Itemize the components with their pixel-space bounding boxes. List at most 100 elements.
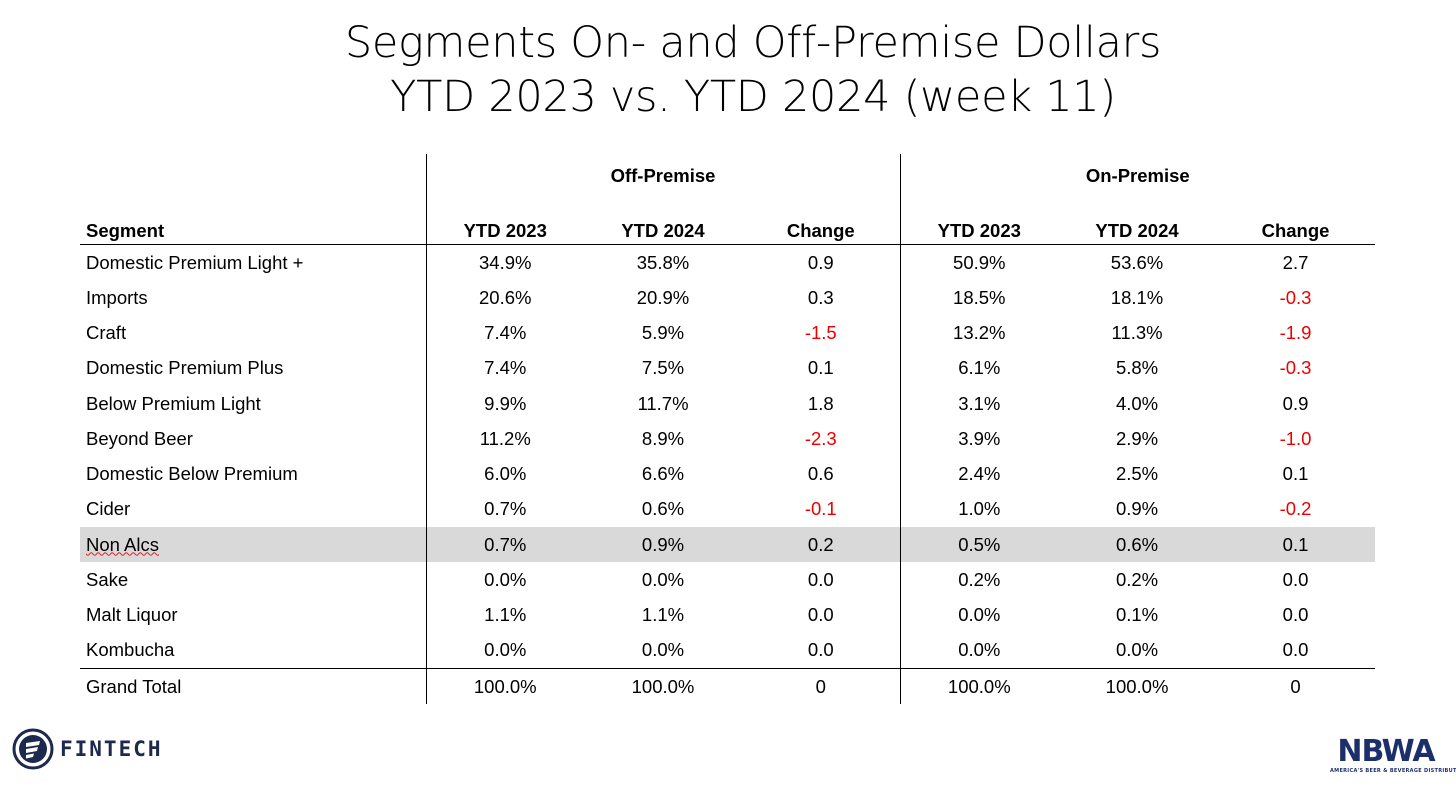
- table-row: Imports 20.6% 20.9% 0.3 18.5% 18.1% -0.3: [80, 280, 1375, 316]
- empty-header-cell: [80, 154, 427, 198]
- on-change-cell: 0.1: [1216, 527, 1376, 563]
- segment-label: Malt Liquor: [86, 604, 178, 626]
- on-ytd2023-cell: 50.9%: [953, 251, 1006, 273]
- on-change-cell: 0.0: [1282, 568, 1309, 590]
- segment-cell: Beyond Beer: [80, 421, 427, 457]
- on-ytd2023-cell: 0.0%: [958, 604, 1001, 626]
- on-change-col-header: Change: [1216, 198, 1376, 245]
- segment-col-header: Segment: [80, 198, 427, 245]
- on-ytd2023-col-header: YTD 2023: [900, 198, 1059, 245]
- on-ytd2023-cell: 6.1%: [958, 357, 1001, 379]
- on-change-cell: 0.1: [1282, 463, 1309, 485]
- on-ytd2023-cell: 18.5%: [953, 286, 1006, 308]
- nbwa-logo: NBWA AMERICA'S BEER & BEVERAGE DISTRIBUT…: [1330, 734, 1456, 775]
- table-row: Craft 7.4% 5.9% -1.5 13.2% 11.3% -1.9: [80, 315, 1375, 351]
- on-ytd2023-cell: 3.1%: [958, 392, 1001, 414]
- off-ytd2024-cell: 20.9%: [636, 286, 690, 308]
- segment-label: Imports: [86, 286, 148, 308]
- off-ytd2023-cell: 34.9%: [479, 251, 532, 273]
- fintech-logo-text: FINTECH: [60, 737, 163, 761]
- off-ytd2024-cell: 35.8%: [636, 251, 690, 273]
- off-ytd2023-cell: 6.0%: [484, 463, 527, 485]
- on-ytd2024-cell: 0.1%: [1115, 604, 1159, 626]
- on-ytd2024-cell: 0.6%: [1058, 527, 1217, 563]
- off-ytd2024-cell: 5.9%: [641, 322, 685, 344]
- on-change-cell: -1.9: [1279, 322, 1312, 344]
- nbwa-logo-word: NBWA: [1337, 734, 1435, 769]
- off-ytd2023-cell: 11.2%: [479, 427, 531, 449]
- on-ytd2024-cell: 18.1%: [1110, 286, 1164, 308]
- off-ytd2024-cell: 11.7%: [637, 392, 689, 414]
- on-change-cell: 2.7: [1282, 251, 1309, 273]
- segment-label: Non Alcs: [86, 533, 160, 555]
- segment-label: Grand Total: [86, 675, 182, 697]
- table-row: Kombucha 0.0% 0.0% 0.0 0.0% 0.0% 0.0: [80, 632, 1375, 669]
- fintech-logo-icon: [12, 728, 54, 770]
- table-row: Below Premium Light 9.9% 11.7% 1.8 3.1% 4.0% 0…: [80, 386, 1375, 422]
- on-ytd2024-cell: 2.5%: [1115, 463, 1159, 485]
- on-ytd2024-cell: 53.6%: [1110, 251, 1164, 273]
- table-row: Domestic Below Premium 6.0% 6.6% 0.6 2.4% 2.5…: [80, 456, 1375, 492]
- off-ytd2024-cell: 100.0%: [584, 668, 742, 705]
- off-change-cell: 0.0: [742, 597, 901, 633]
- segment-label: Domestic Premium Light +: [86, 251, 304, 273]
- off-ytd2023-cell: 1.1%: [484, 604, 527, 626]
- on-ytd2023-cell: 100.0%: [900, 668, 1059, 705]
- off-change-cell: 0.3: [742, 280, 901, 316]
- off-change-cell: -2.3: [742, 421, 901, 457]
- off-ytd2023-cell: 0.7%: [484, 498, 527, 520]
- on-ytd2024-cell: 100.0%: [1058, 668, 1217, 705]
- segment-label: Domestic Below Premium: [86, 463, 298, 485]
- segment-cell: Domestic Premium Plus: [80, 350, 427, 386]
- off-change-cell: 1.8: [742, 386, 901, 422]
- segment-label: Beyond Beer: [86, 427, 193, 449]
- on-ytd2024-cell: 0.9%: [1115, 498, 1159, 520]
- title-line-1: Segments On- and Off-Premise Dollars: [344, 18, 1162, 68]
- off-ytd2024-cell: 7.5%: [641, 357, 685, 379]
- off-ytd2023-cell: 100.0%: [426, 668, 584, 705]
- table-row: Cider 0.7% 0.6% -0.1 1.0% 0.9% -0.2: [80, 491, 1375, 527]
- off-ytd2024-col-header: YTD 2024: [584, 198, 742, 245]
- segment-cell: Domestic Below Premium: [80, 456, 427, 492]
- on-ytd2023-cell: 0.0%: [958, 639, 1001, 661]
- on-change-cell: 0.9: [1282, 392, 1309, 414]
- on-ytd2023-cell: 13.2%: [953, 322, 1006, 344]
- title-line-2: YTD 2023 vs. YTD 2024 (week 11): [390, 72, 1116, 122]
- segment-cell: Grand Total: [80, 668, 427, 705]
- on-change-cell: -0.3: [1279, 286, 1312, 308]
- off-ytd2023-cell: 7.4%: [484, 357, 527, 379]
- on-change-cell: 0.0: [1282, 639, 1309, 661]
- on-change-cell: -1.0: [1279, 427, 1312, 449]
- on-ytd2024-cell: 2.9%: [1115, 427, 1159, 449]
- grand-total-row: Grand Total 100.0% 100.0% 0 100.0% 100.0% 0: [80, 668, 1376, 705]
- segment-label: Sake: [86, 568, 129, 590]
- off-ytd2023-cell: 20.6%: [479, 286, 532, 308]
- on-ytd2024-col-header: YTD 2024: [1058, 198, 1217, 245]
- off-ytd2023-cell: 9.9%: [484, 392, 527, 414]
- segment-cell: Domestic Premium Light +: [80, 244, 427, 281]
- segment-cell: Sake: [80, 562, 427, 598]
- on-ytd2023-cell: 2.4%: [958, 463, 1001, 485]
- segment-cell: Malt Liquor: [80, 597, 427, 633]
- segments-table: Off-Premise On-Premise Segment YTD 2023 …: [80, 154, 1376, 705]
- off-ytd2024-cell: 0.0%: [641, 639, 685, 661]
- off-change-cell: 0.9: [742, 244, 901, 281]
- on-premise-header: On-Premise: [1085, 165, 1190, 186]
- off-change-cell: 0.1: [742, 350, 901, 386]
- off-change-cell: -0.1: [742, 491, 901, 527]
- off-ytd2024-cell: 6.6%: [641, 463, 685, 485]
- segment-label: Kombucha: [86, 639, 175, 661]
- off-ytd2024-cell: 0.0%: [641, 568, 685, 590]
- on-ytd2023-cell: 1.0%: [958, 498, 1001, 520]
- off-change-col-header: Change: [742, 198, 901, 245]
- off-ytd2023-cell: 0.0%: [484, 568, 527, 590]
- segment-cell: Craft: [80, 315, 427, 351]
- fintech-logo: FINTECH: [12, 728, 163, 770]
- on-change-cell: 0.0: [1282, 604, 1309, 626]
- segment-label: Cider: [86, 498, 131, 520]
- segment-label: Below Premium Light: [86, 392, 261, 414]
- on-ytd2023-cell: 0.5%: [900, 527, 1059, 563]
- off-ytd2023-cell: 0.0%: [484, 639, 527, 661]
- segment-cell: Imports: [80, 280, 427, 316]
- segment-cell: Cider: [80, 491, 427, 527]
